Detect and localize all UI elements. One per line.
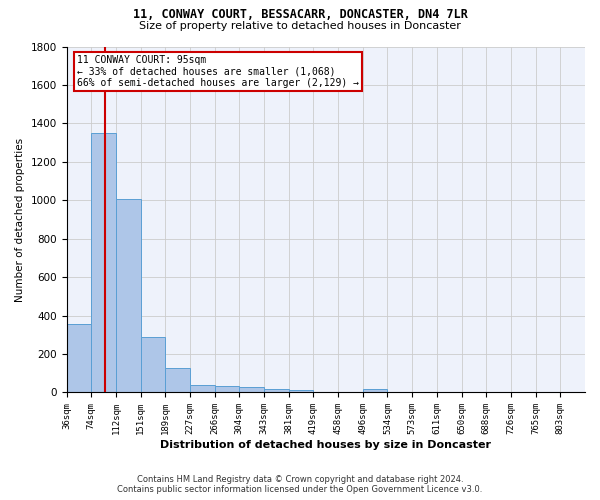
Bar: [215, 386, 239, 392]
Text: 11, CONWAY COURT, BESSACARR, DONCASTER, DN4 7LR: 11, CONWAY COURT, BESSACARR, DONCASTER, …: [133, 8, 467, 20]
Bar: [289, 390, 313, 392]
Bar: [165, 368, 190, 392]
Bar: [264, 388, 289, 392]
Bar: [91, 133, 116, 392]
Text: Size of property relative to detached houses in Doncaster: Size of property relative to detached ho…: [139, 21, 461, 31]
Text: Contains HM Land Registry data © Crown copyright and database right 2024.
Contai: Contains HM Land Registry data © Crown c…: [118, 474, 482, 494]
Text: 11 CONWAY COURT: 95sqm
← 33% of detached houses are smaller (1,068)
66% of semi-: 11 CONWAY COURT: 95sqm ← 33% of detached…: [77, 55, 359, 88]
Bar: [116, 200, 140, 392]
Bar: [239, 388, 264, 392]
Y-axis label: Number of detached properties: Number of detached properties: [15, 138, 25, 302]
Bar: [140, 336, 165, 392]
X-axis label: Distribution of detached houses by size in Doncaster: Distribution of detached houses by size …: [160, 440, 491, 450]
Bar: [363, 388, 388, 392]
Bar: [67, 324, 91, 392]
Bar: [190, 385, 215, 392]
